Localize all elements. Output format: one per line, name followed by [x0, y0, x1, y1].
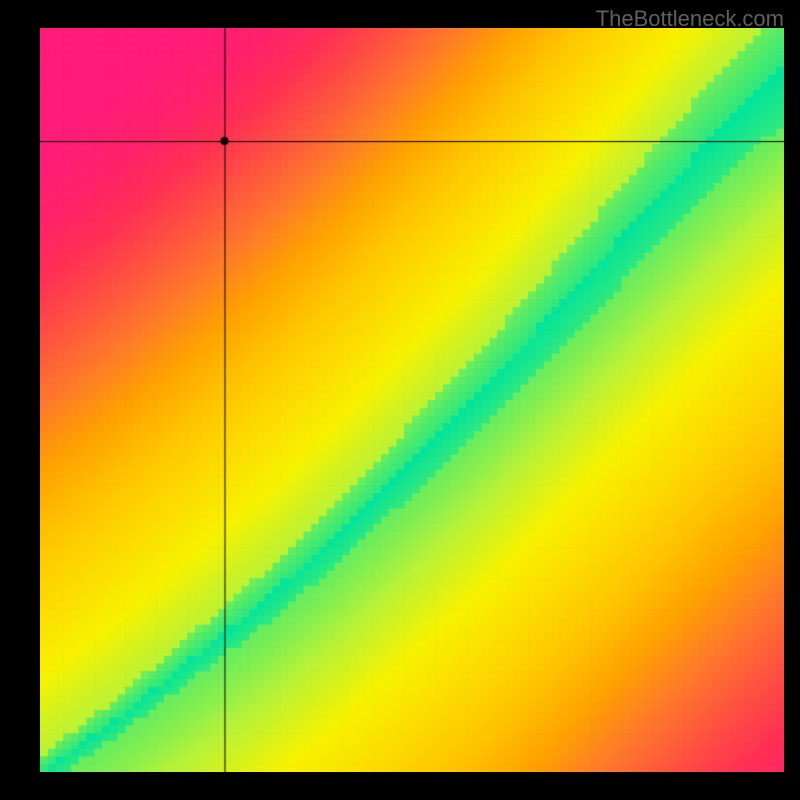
bottleneck-heatmap [40, 28, 784, 772]
watermark-text: TheBottleneck.com [596, 6, 784, 32]
